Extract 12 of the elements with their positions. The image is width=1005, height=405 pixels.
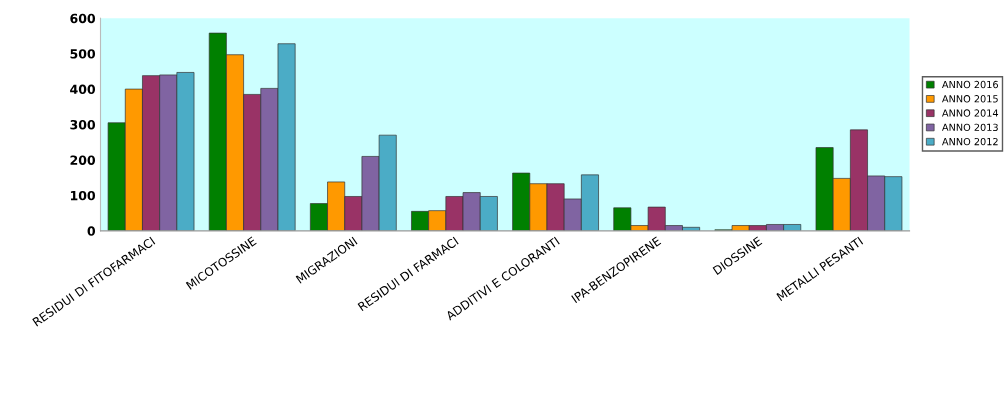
y-tick-label: 500 (70, 49, 96, 59)
y-tick-label: 300 (70, 120, 96, 130)
legend-label: ANNO 2016 (942, 80, 998, 89)
y-tick-label: 600 (70, 13, 96, 24)
legend-label: ANNO 2013 (942, 123, 998, 131)
legend-label: ANNO 2015 (942, 95, 998, 103)
legend-label: ANNO 2014 (942, 109, 999, 117)
y-tick-label: 200 (70, 155, 96, 165)
legend-label: ANNO 2012 (942, 137, 998, 146)
y-tick-label: 100 (70, 190, 96, 201)
y-tick-label: 400 (70, 84, 96, 95)
y-tick-label: 0 (87, 226, 96, 236)
